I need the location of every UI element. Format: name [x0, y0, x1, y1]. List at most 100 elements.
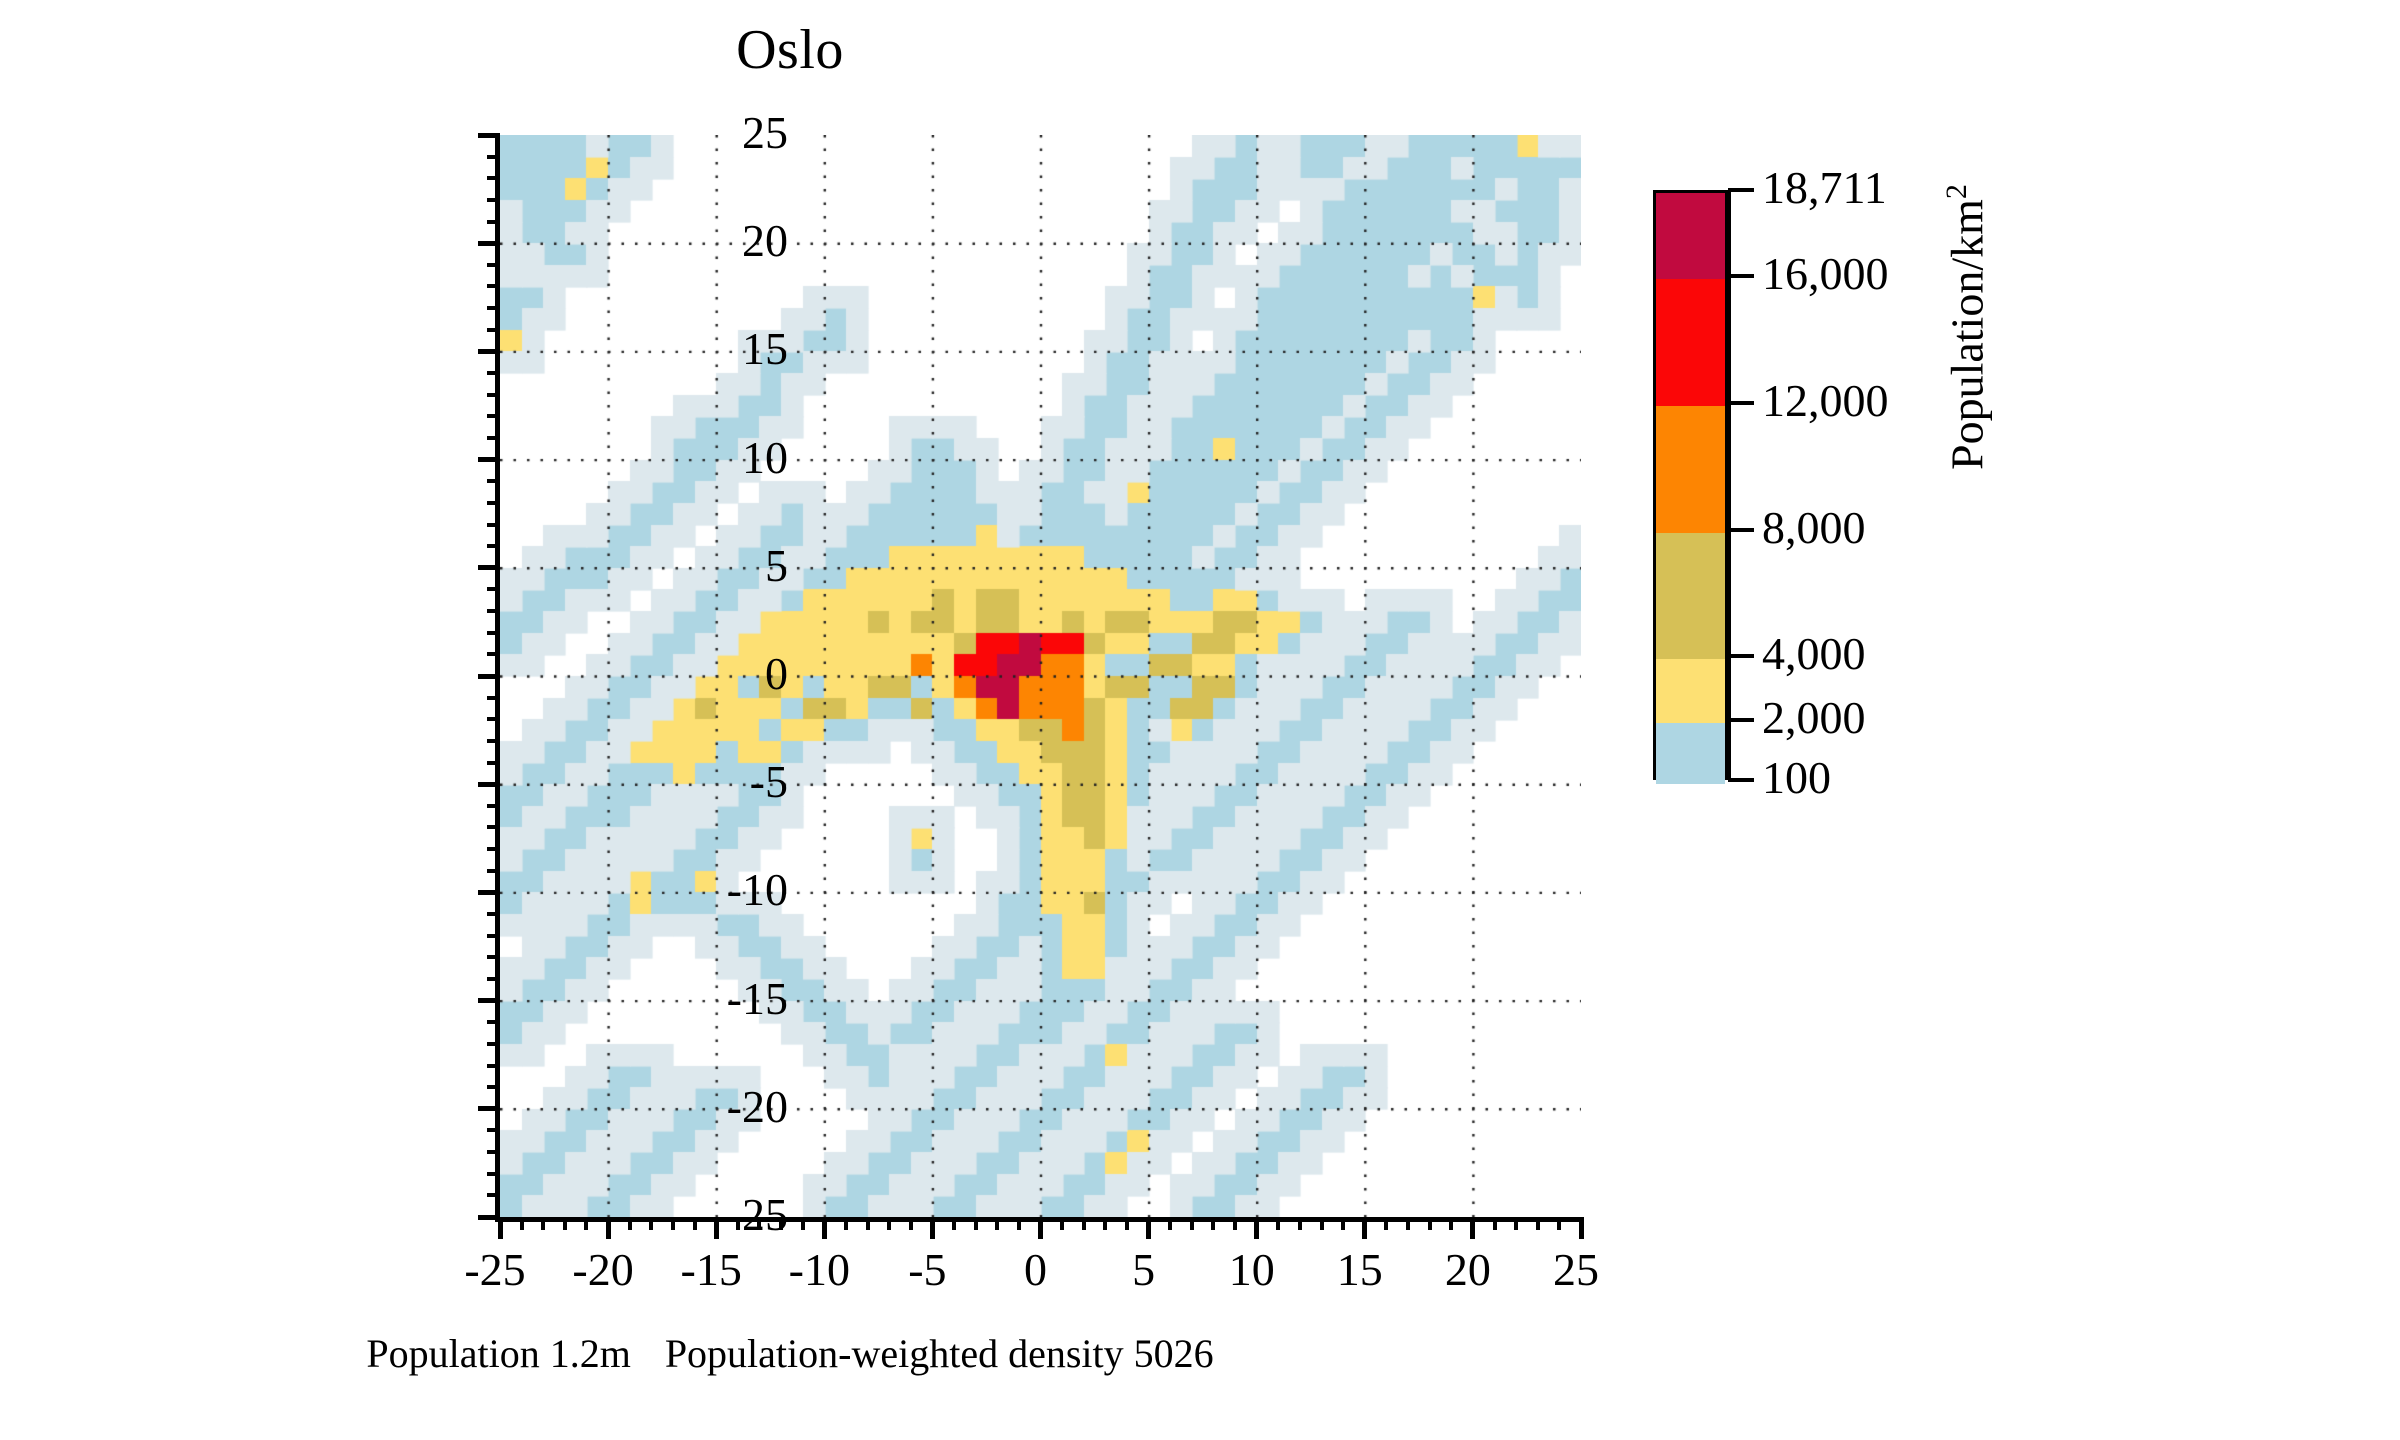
x-axis-minor-tick — [757, 1217, 762, 1230]
x-axis-minor-tick — [1514, 1217, 1519, 1230]
x-axis-minor-tick — [865, 1217, 870, 1230]
x-axis-minor-tick — [1233, 1217, 1238, 1230]
x-axis-major-tick — [497, 1217, 503, 1239]
y-axis-tick-label: 0 — [765, 648, 788, 699]
heatmap-plot-area — [478, 132, 1584, 1239]
x-axis-minor-tick — [1492, 1217, 1497, 1230]
colorbar-gradient — [1653, 190, 1728, 784]
colorbar-tick-label: 2,000 — [1762, 691, 1866, 743]
x-axis-minor-tick — [670, 1217, 675, 1230]
x-axis-minor-tick — [1427, 1217, 1432, 1230]
y-axis-minor-tick — [487, 435, 500, 440]
y-axis-minor-tick — [487, 327, 500, 332]
x-axis-minor-tick — [1384, 1217, 1389, 1230]
x-axis-major-tick — [1146, 1217, 1152, 1239]
y-axis-tick-label: -25 — [726, 1189, 788, 1240]
x-axis-minor-tick — [584, 1217, 589, 1230]
y-axis-minor-tick — [487, 1150, 500, 1155]
chart-title: Oslo — [736, 19, 844, 81]
y-axis-major-tick — [478, 673, 500, 679]
y-axis-tick-label: -15 — [726, 972, 788, 1024]
y-axis-major-tick — [478, 998, 500, 1004]
y-axis-minor-tick — [487, 955, 500, 960]
y-axis-minor-tick — [487, 933, 500, 938]
x-axis-major-tick — [605, 1217, 611, 1239]
y-axis-tick-label: 15 — [742, 323, 788, 375]
y-axis-major-tick — [478, 132, 500, 138]
colorbar-tick-label: 4,000 — [1762, 628, 1866, 680]
colorbar-tick — [1728, 654, 1754, 659]
x-axis-minor-tick — [800, 1217, 805, 1230]
y-axis-minor-tick — [487, 760, 500, 765]
y-axis-tick-label: 20 — [742, 215, 788, 267]
x-axis-major-tick — [1254, 1217, 1260, 1239]
x-axis-minor-tick — [519, 1217, 524, 1230]
x-axis-tick-label: 20 — [1444, 1244, 1491, 1295]
y-axis-tick-label: 10 — [742, 431, 788, 483]
y-axis-minor-tick — [487, 479, 500, 484]
x-axis-minor-tick — [952, 1217, 957, 1230]
x-axis-major-tick — [1362, 1217, 1368, 1239]
y-axis-minor-tick — [487, 652, 500, 657]
x-axis-minor-tick — [1535, 1217, 1540, 1230]
x-axis-major-tick — [1578, 1217, 1584, 1239]
colorbar-title: Population/km2 — [1940, 184, 1993, 470]
y-axis-minor-tick — [487, 738, 500, 743]
x-axis-minor-tick — [1124, 1217, 1129, 1230]
x-axis-tick-label: 25 — [1553, 1244, 1599, 1295]
y-axis-major-tick — [478, 240, 500, 246]
x-axis-tick-label: 15 — [1336, 1244, 1383, 1295]
x-axis-minor-tick — [1319, 1217, 1324, 1230]
x-axis-minor-tick — [973, 1217, 978, 1230]
y-axis-minor-tick — [487, 219, 500, 224]
x-axis-minor-tick — [1103, 1217, 1108, 1230]
colorbar-segment — [1656, 659, 1725, 724]
x-axis-minor-tick — [843, 1217, 848, 1230]
colorbar-segment — [1656, 722, 1725, 784]
y-axis-tick-label: 25 — [742, 107, 788, 158]
x-axis-tick-label: -5 — [908, 1244, 947, 1295]
colorbar-tick-label: 18,711 — [1762, 162, 1887, 213]
y-axis-minor-tick — [487, 392, 500, 397]
y-axis-minor-tick — [487, 868, 500, 873]
x-axis-tick-label: -10 — [788, 1244, 850, 1295]
colorbar-tick — [1728, 717, 1754, 722]
colorbar-title-exponent: 2 — [1940, 184, 1973, 200]
y-axis-minor-tick — [487, 522, 500, 527]
colorbar-tick-label: 8,000 — [1762, 501, 1866, 553]
y-axis-minor-tick — [487, 500, 500, 505]
x-axis-minor-tick — [995, 1217, 1000, 1230]
colorbar-tick — [1728, 400, 1754, 405]
y-axis-major-tick — [478, 1214, 500, 1220]
colorbar-segment — [1656, 405, 1725, 534]
x-axis-minor-tick — [887, 1217, 892, 1230]
y-axis-minor-tick — [487, 371, 500, 376]
heatmap-canvas — [500, 135, 1581, 1217]
x-axis-minor-tick — [735, 1217, 740, 1230]
y-axis-major-tick — [478, 781, 500, 787]
x-axis-major-tick — [713, 1217, 719, 1239]
y-axis-tick-label: -5 — [749, 756, 788, 808]
x-axis-minor-tick — [1060, 1217, 1065, 1230]
colorbar-tick-label: 16,000 — [1762, 247, 1889, 299]
x-axis-minor-tick — [627, 1217, 632, 1230]
y-axis-tick-label: -20 — [726, 1080, 788, 1132]
x-axis-tick-label: -20 — [572, 1244, 634, 1295]
y-axis-minor-tick — [487, 825, 500, 830]
y-axis-minor-tick — [487, 284, 500, 289]
colorbar-tick-label: 12,000 — [1762, 374, 1889, 426]
y-axis-major-tick — [478, 1106, 500, 1112]
y-axis-major-tick — [478, 889, 500, 895]
x-axis-minor-tick — [1557, 1217, 1562, 1230]
x-axis-minor-tick — [779, 1217, 784, 1230]
colorbar-tick — [1728, 273, 1754, 278]
y-axis-major-tick — [478, 348, 500, 354]
x-axis-major-tick — [1038, 1217, 1043, 1239]
y-axis-minor-tick — [487, 803, 500, 808]
x-axis-minor-tick — [1297, 1217, 1302, 1230]
y-axis-minor-tick — [487, 1128, 500, 1133]
x-axis-major-tick — [1470, 1217, 1476, 1239]
y-axis-minor-tick — [487, 630, 500, 635]
colorbar-tick — [1728, 778, 1754, 782]
